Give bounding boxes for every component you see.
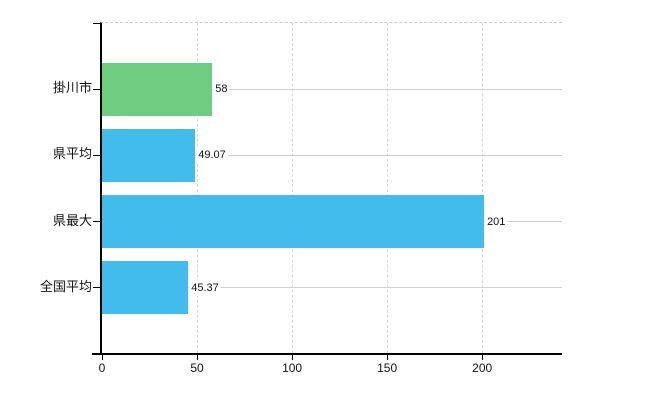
x-axis-tick — [101, 355, 103, 360]
vertical-gridline — [481, 23, 483, 353]
x-tick-label: 50 — [190, 361, 204, 375]
bar-value-label: 58 — [213, 81, 230, 98]
bar — [102, 62, 213, 116]
x-tick-label: 200 — [472, 361, 493, 375]
vertical-gridline — [291, 23, 293, 353]
category-label: 掛川市 — [52, 80, 92, 96]
x-tick-label: 0 — [98, 361, 106, 375]
vertical-gridline — [196, 23, 198, 353]
x-tick-label: 150 — [377, 361, 398, 375]
x-axis-overhang — [92, 353, 102, 355]
plot-area: 0 50 100 150 200 58 49.07 201 45.37 — [92, 22, 562, 375]
y-axis-tick — [93, 88, 100, 90]
x-axis-tick — [196, 355, 198, 360]
x-tick-label: 100 — [282, 361, 303, 375]
bar — [102, 195, 485, 249]
x-axis-tick — [481, 355, 483, 360]
bar — [102, 128, 196, 182]
category-label: 全国平均 — [39, 278, 92, 294]
horizontal-gridline — [102, 88, 562, 90]
category-label: 県平均 — [52, 146, 92, 162]
x-axis-tick — [386, 355, 388, 360]
y-axis-tick — [93, 287, 100, 289]
y-axis-tick — [93, 221, 100, 223]
bar-value-label: 49.07 — [196, 147, 228, 164]
y-axis-top-tick — [93, 23, 100, 24]
x-axis-tick — [291, 355, 293, 360]
bar-value-label: 45.37 — [189, 279, 221, 296]
bar-value-label: 201 — [485, 213, 508, 230]
horizontal-gridline — [102, 154, 562, 156]
vertical-gridline — [386, 23, 388, 353]
bar — [102, 261, 189, 315]
horizontal-gridline — [102, 287, 562, 289]
category-label: 県最大 — [52, 212, 92, 228]
y-axis-tick — [93, 154, 100, 156]
